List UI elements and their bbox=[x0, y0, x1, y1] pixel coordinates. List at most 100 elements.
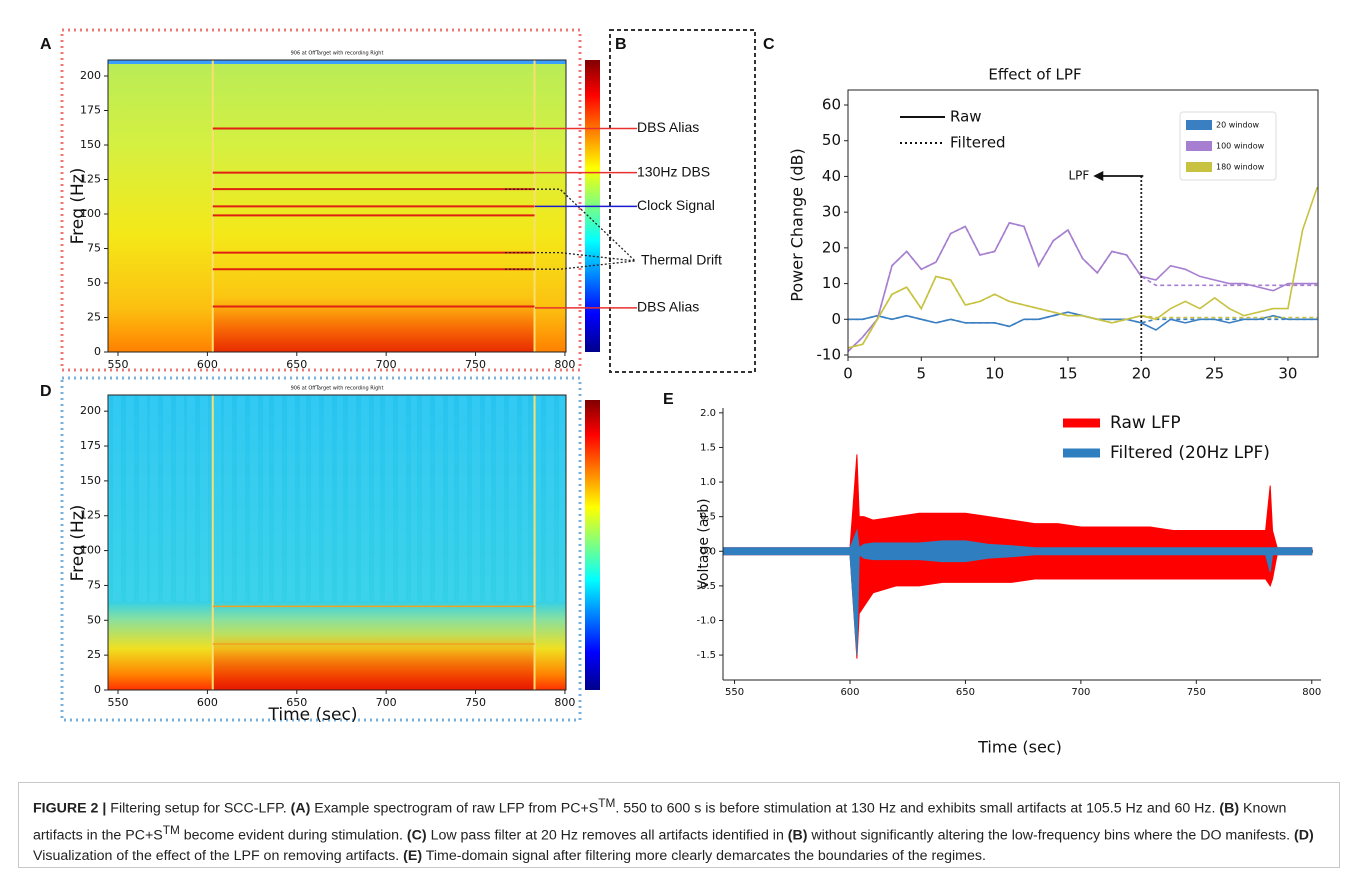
x-tick-label: 550 bbox=[725, 687, 744, 698]
chart-title: 906 at OffTarget with recording Right bbox=[291, 386, 384, 392]
x-axis-label: Time (sec) bbox=[977, 738, 1062, 757]
y-axis-label: Power Change (dB) bbox=[788, 148, 807, 301]
spectrogram-stim-region bbox=[212, 634, 535, 690]
x-tick-label: 600 bbox=[197, 696, 218, 709]
spectrogram-stim-region bbox=[212, 296, 535, 352]
x-tick-label: 15 bbox=[1058, 365, 1077, 383]
caption-text: TM bbox=[598, 796, 616, 810]
panel-a-frame bbox=[60, 28, 582, 372]
raw-line bbox=[847, 221, 1318, 353]
legend-label: Filtered (20Hz LPF) bbox=[1110, 443, 1270, 463]
y-tick-label: 0 bbox=[94, 683, 101, 696]
y-tick-label: 30 bbox=[822, 203, 841, 221]
x-tick-label: 600 bbox=[197, 358, 218, 371]
annotation-label: Clock Signal bbox=[637, 197, 715, 213]
y-tick-label: 50 bbox=[87, 276, 101, 289]
y-axis-label: Voltage (arb) bbox=[696, 498, 712, 589]
caption-text: (D) bbox=[1294, 827, 1314, 844]
y-tick-label: 40 bbox=[822, 167, 841, 185]
y-tick-label: 60 bbox=[822, 96, 841, 114]
filtered-line bbox=[847, 221, 1318, 353]
x-tick-label: 650 bbox=[286, 358, 307, 371]
panel-label: D bbox=[40, 383, 52, 400]
signal-envelope bbox=[722, 528, 1313, 656]
x-axis-label: Time (sec) bbox=[268, 705, 358, 725]
y-tick-label: 0 bbox=[94, 345, 101, 358]
style-legend-label: Raw bbox=[950, 108, 982, 126]
y-tick-label: 75 bbox=[87, 242, 101, 255]
y-tick-label: 0 bbox=[831, 310, 841, 328]
y-tick-label: 50 bbox=[822, 131, 841, 149]
x-tick-label: 25 bbox=[1205, 365, 1224, 383]
y-tick-label: 200 bbox=[80, 404, 101, 417]
y-tick-label: 125 bbox=[80, 509, 101, 522]
caption-text: . 550 to 600 s is before stimulation at … bbox=[615, 800, 1220, 817]
y-tick-label: 20 bbox=[822, 238, 841, 256]
y-tick-label: 125 bbox=[80, 173, 101, 186]
caption-text: become evident during stimulation. bbox=[179, 827, 407, 844]
y-tick-label: 0.0 bbox=[700, 546, 716, 557]
y-tick-label: 0.5 bbox=[700, 512, 716, 523]
style-legend-label: Filtered bbox=[950, 134, 1006, 152]
caption-text: (E) bbox=[403, 848, 423, 865]
annotation-label: DBS Alias bbox=[637, 299, 699, 315]
y-tick-label: 150 bbox=[80, 474, 101, 487]
x-tick-label: 0 bbox=[843, 365, 853, 383]
panel-label: B bbox=[615, 36, 627, 53]
caption-text: (A) bbox=[290, 800, 311, 817]
annotation-label: DBS Alias bbox=[637, 119, 699, 135]
chart-title: 906 at OffTarget with recording Right bbox=[291, 51, 384, 57]
lpf-label: LPF bbox=[1068, 169, 1089, 183]
y-tick-label: 175 bbox=[80, 104, 101, 117]
caption-text: TM bbox=[162, 822, 180, 837]
caption-text: Known artifacts in the PC+S bbox=[33, 800, 1287, 844]
y-tick-label: 150 bbox=[80, 138, 101, 151]
colorbar bbox=[585, 400, 600, 690]
caption-text: (C) bbox=[406, 827, 427, 844]
y-axis-label: Freq (Hz) bbox=[68, 505, 88, 582]
annotation-leader bbox=[505, 188, 636, 262]
x-tick-label: 750 bbox=[465, 358, 486, 371]
y-tick-label: -1.5 bbox=[696, 650, 716, 661]
annotation-label: Thermal Drift bbox=[641, 252, 722, 268]
x-tick-label: 700 bbox=[1071, 687, 1090, 698]
x-tick-label: 20 bbox=[1132, 365, 1151, 383]
legend-label: Raw LFP bbox=[1110, 413, 1181, 433]
legend-swatch bbox=[1186, 120, 1212, 130]
chart-title: Effect of LPF bbox=[988, 66, 1081, 84]
x-tick-label: 800 bbox=[554, 696, 575, 709]
x-tick-label: 5 bbox=[917, 365, 927, 383]
caption-text: FIGURE 2 | bbox=[33, 800, 107, 817]
spectrogram-top-band bbox=[108, 60, 566, 64]
y-tick-label: 10 bbox=[822, 274, 841, 292]
annotation-leader bbox=[505, 251, 636, 262]
x-tick-label: 700 bbox=[376, 696, 397, 709]
caption-text: (B) bbox=[1219, 800, 1240, 817]
x-tick-label: 750 bbox=[1187, 687, 1206, 698]
caption-text: Example spectrogram of raw LFP from PC+S bbox=[310, 800, 599, 817]
y-axis-label: Freq (Hz) bbox=[68, 168, 88, 245]
y-tick-label: 25 bbox=[87, 311, 101, 324]
y-tick-label: -0.5 bbox=[696, 581, 716, 592]
caption-text: without significantly altering the low-f… bbox=[807, 827, 1295, 844]
legend-swatch bbox=[1186, 162, 1212, 172]
panel-label: A bbox=[40, 36, 52, 53]
x-tick-label: 600 bbox=[840, 687, 859, 698]
y-tick-label: 2.0 bbox=[700, 408, 716, 419]
annotation-leader bbox=[505, 260, 636, 270]
y-tick-label: 200 bbox=[80, 69, 101, 82]
panel-label: C bbox=[763, 36, 775, 53]
plot-frame bbox=[107, 394, 567, 691]
y-tick-label: 100 bbox=[80, 207, 101, 220]
x-tick-label: 650 bbox=[286, 696, 307, 709]
panel-d-frame bbox=[60, 376, 582, 722]
y-tick-label: -10 bbox=[817, 346, 842, 364]
y-tick-label: 25 bbox=[87, 648, 101, 661]
legend-label: 100 window bbox=[1216, 142, 1265, 151]
panel-b-frame bbox=[609, 29, 756, 373]
legend-label: 20 window bbox=[1216, 121, 1260, 130]
caption-text: Time-domain signal after filtering more … bbox=[422, 848, 986, 865]
raw-line bbox=[847, 186, 1319, 349]
annotation-label: 130Hz DBS bbox=[637, 163, 710, 179]
